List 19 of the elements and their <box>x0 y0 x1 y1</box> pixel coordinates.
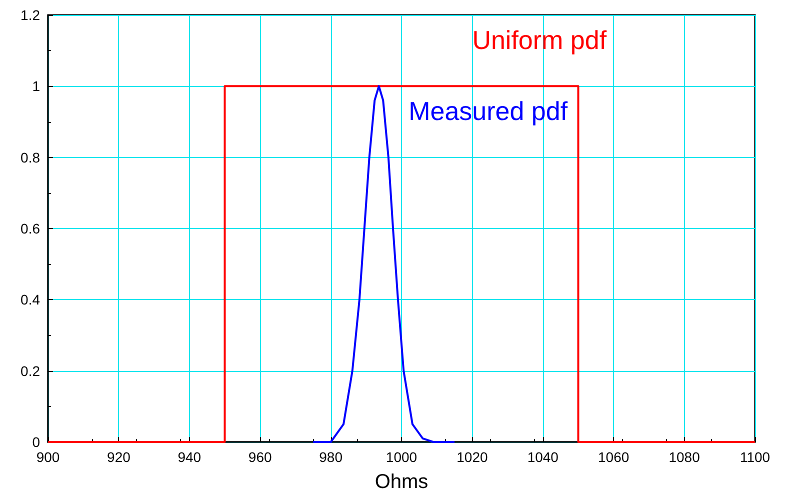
x-tick-label: 1020 <box>456 449 488 465</box>
x-tick-label: 1100 <box>740 449 770 465</box>
y-tick-label: 0.4 <box>20 292 40 308</box>
x-tick-label: 900 <box>36 449 60 465</box>
x-tick-label: 920 <box>107 449 131 465</box>
x-tick-label: 960 <box>248 449 272 465</box>
x-tick-label: 1040 <box>527 449 559 465</box>
y-tick-label: 1 <box>32 78 40 94</box>
x-tick-label: 940 <box>178 449 202 465</box>
x-axis-title: Ohms <box>374 471 428 493</box>
x-tick-label: 1060 <box>598 449 630 465</box>
x-tick-label: 1000 <box>386 449 418 465</box>
y-tick-label: 1.2 <box>20 7 40 23</box>
y-tick-label: 0 <box>32 434 40 450</box>
x-tick-label: 980 <box>319 449 343 465</box>
y-tick-label: 0.2 <box>20 362 40 379</box>
x-tick-label: 1080 <box>668 449 700 465</box>
y-tick-label: 0.6 <box>20 220 40 236</box>
y-tick-label: 0.8 <box>20 149 40 166</box>
